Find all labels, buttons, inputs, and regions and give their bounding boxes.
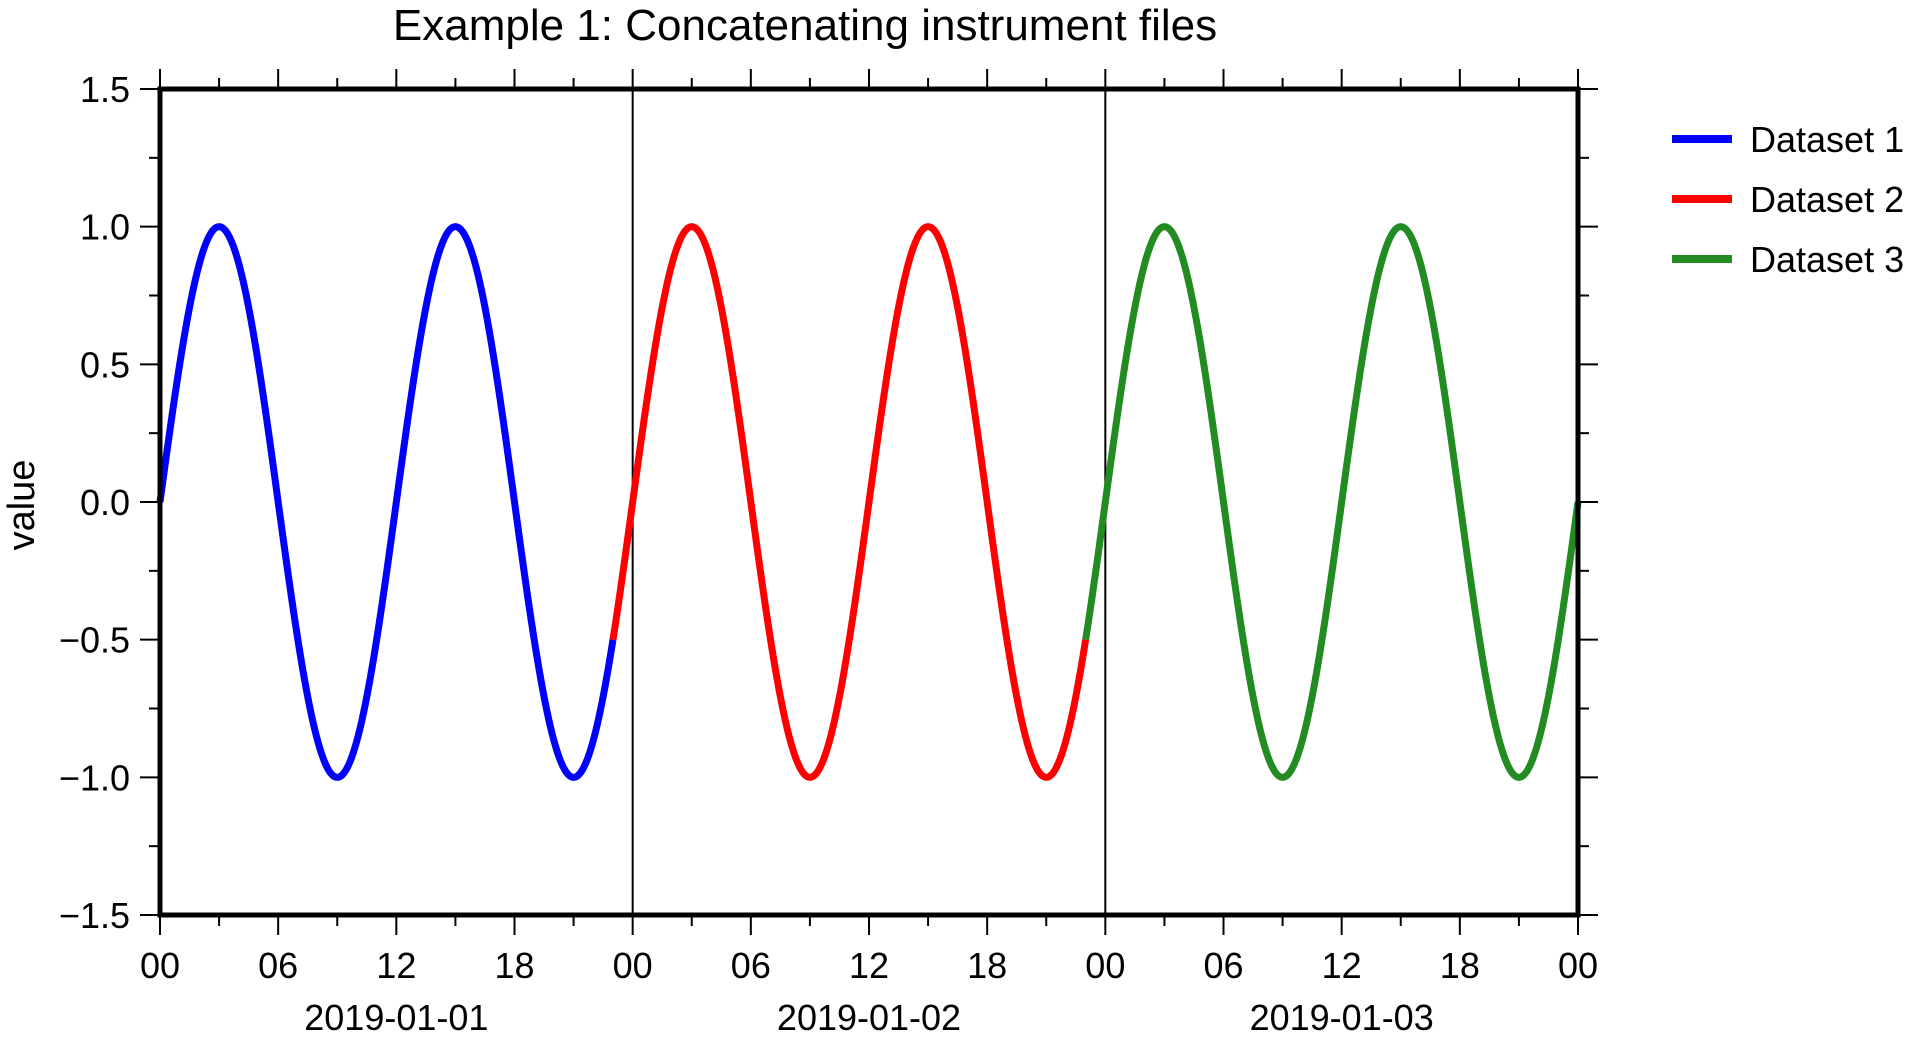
x-date-label: 2019-01-03 [1250, 997, 1434, 1034]
x-tick-label: 12 [849, 945, 889, 986]
y-axis-label: value [1, 460, 43, 551]
y-axis-ticks: 1.5 1.0 0.5 0.0 −0.5 −1.0 −1.5 [59, 69, 1598, 936]
series-lines [156, 223, 1582, 781]
x-date-label: 2019-01-01 [304, 997, 488, 1034]
x-tick-label: 06 [731, 945, 771, 986]
y-tick-label: 1.0 [80, 207, 130, 248]
x-tick-label: 00 [1085, 945, 1125, 986]
legend: Dataset 1 Dataset 2 Dataset 3 [1672, 119, 1904, 280]
y-tick-label: −0.5 [59, 620, 130, 661]
legend-label-3: Dataset 3 [1750, 239, 1904, 280]
x-tick-label: 06 [258, 945, 298, 986]
y-tick-label: 0.5 [80, 344, 130, 385]
series-line-3 [1082, 223, 1582, 781]
chart-title: Example 1: Concatenating instrument file… [393, 1, 1217, 50]
x-tick-label: 18 [967, 945, 1007, 986]
x-tick-label: 18 [494, 945, 534, 986]
y-tick-label: −1.5 [59, 895, 130, 936]
series-line-2 [609, 223, 1090, 781]
legend-label-2: Dataset 2 [1750, 179, 1904, 220]
series-line-1 [156, 223, 617, 781]
x-tick-label: 06 [1203, 945, 1243, 986]
x-tick-label: 00 [1558, 945, 1598, 986]
x-tick-label: 18 [1440, 945, 1480, 986]
x-tick-label: 12 [1322, 945, 1362, 986]
y-tick-label: 0.0 [80, 482, 130, 523]
x-tick-label: 00 [613, 945, 653, 986]
x-axis-ticks: 00 06 12 18 00 06 12 18 00 06 12 18 00 2019-01-01 2019… [140, 69, 1598, 1038]
legend-label-1: Dataset 1 [1750, 119, 1904, 160]
x-tick-label: 12 [376, 945, 416, 986]
y-tick-label: −1.0 [59, 757, 130, 798]
y-tick-label: 1.5 [80, 69, 130, 110]
x-date-label: 2019-01-02 [777, 997, 961, 1034]
x-tick-label: 00 [140, 945, 180, 986]
